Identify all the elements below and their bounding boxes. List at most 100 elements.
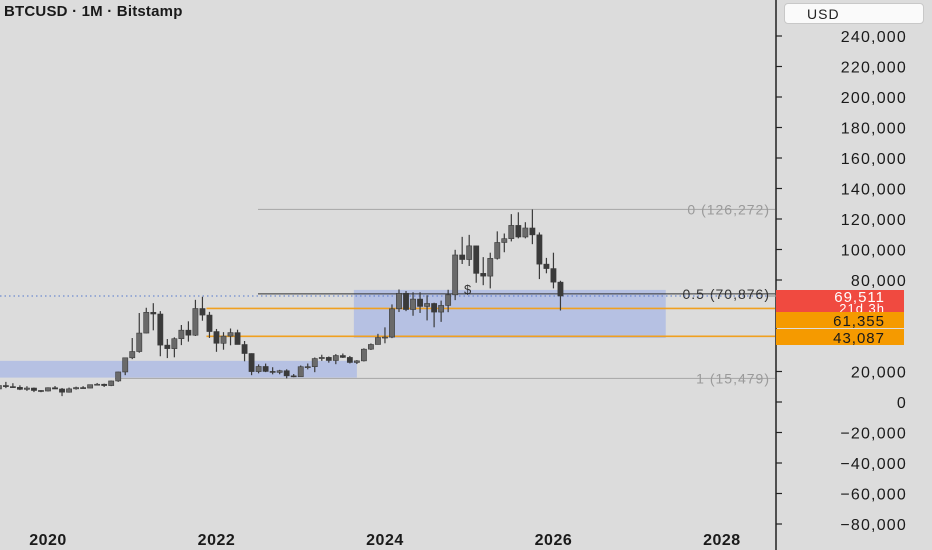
- candle[interactable]: [185, 321, 192, 342]
- candle[interactable]: [87, 384, 94, 389]
- candle[interactable]: [452, 249, 459, 301]
- candle[interactable]: [59, 387, 65, 397]
- candle[interactable]: [276, 369, 283, 375]
- candle[interactable]: [80, 386, 86, 389]
- candle-body: [185, 329, 192, 336]
- candle[interactable]: [94, 382, 101, 386]
- candle[interactable]: [178, 324, 185, 346]
- candle[interactable]: [2, 381, 9, 389]
- candle[interactable]: [136, 313, 143, 353]
- y-tick-label: 0: [897, 395, 907, 412]
- candle[interactable]: [424, 295, 430, 321]
- candle[interactable]: [248, 353, 255, 376]
- candle[interactable]: [213, 328, 220, 352]
- candle[interactable]: [543, 257, 550, 274]
- candle[interactable]: [220, 332, 227, 350]
- candle-body: [339, 355, 346, 358]
- candle-body: [80, 387, 86, 389]
- candle[interactable]: [473, 245, 480, 283]
- candle[interactable]: [66, 387, 72, 393]
- candle[interactable]: [269, 367, 276, 375]
- candle[interactable]: [297, 365, 304, 378]
- candle[interactable]: [325, 356, 332, 363]
- candle[interactable]: [234, 329, 241, 345]
- candle[interactable]: [360, 348, 367, 362]
- currency-button[interactable]: USD: [784, 3, 924, 24]
- candle[interactable]: [515, 212, 522, 239]
- candle[interactable]: [368, 343, 374, 350]
- candle[interactable]: [164, 339, 171, 359]
- candle[interactable]: [199, 296, 206, 321]
- candle[interactable]: [332, 354, 339, 365]
- candle-body: [213, 331, 220, 344]
- candle[interactable]: [550, 252, 557, 289]
- candle[interactable]: [389, 304, 395, 339]
- candle[interactable]: [52, 385, 58, 390]
- candle[interactable]: [445, 289, 452, 313]
- candle[interactable]: [227, 328, 234, 346]
- candle[interactable]: [522, 222, 529, 239]
- candle[interactable]: [262, 363, 269, 373]
- level-tag[interactable]: 43,087: [776, 329, 904, 347]
- candle[interactable]: [45, 387, 51, 392]
- candle[interactable]: [129, 338, 136, 360]
- candle[interactable]: [346, 355, 353, 364]
- candle[interactable]: [0, 381, 2, 391]
- candle[interactable]: [311, 357, 318, 373]
- candle[interactable]: [150, 303, 157, 331]
- candle[interactable]: [241, 341, 248, 362]
- y-tick-label: 20,000: [851, 365, 907, 382]
- candle-body: [0, 385, 2, 390]
- candle[interactable]: [529, 209, 536, 245]
- candle[interactable]: [396, 289, 402, 313]
- candle[interactable]: [283, 369, 290, 379]
- candle[interactable]: [403, 290, 409, 312]
- candle[interactable]: [353, 360, 360, 365]
- candle[interactable]: [536, 232, 543, 280]
- candle[interactable]: [157, 311, 164, 357]
- candle[interactable]: [255, 364, 262, 374]
- candle[interactable]: [501, 233, 508, 253]
- candle[interactable]: [10, 383, 16, 388]
- candle[interactable]: [17, 385, 23, 391]
- candle[interactable]: [115, 371, 122, 382]
- candle[interactable]: [431, 302, 437, 328]
- candle[interactable]: [101, 383, 108, 387]
- candle[interactable]: [108, 380, 115, 387]
- candle[interactable]: [304, 363, 311, 370]
- candle-body: [178, 329, 185, 340]
- candle[interactable]: [487, 252, 494, 289]
- candle[interactable]: [339, 353, 346, 359]
- candle[interactable]: [290, 374, 297, 378]
- candle[interactable]: [192, 299, 199, 336]
- fib-label: 0.5 (70,876): [683, 286, 771, 302]
- candle[interactable]: [410, 292, 416, 316]
- candle[interactable]: [557, 280, 564, 311]
- candle[interactable]: [480, 257, 487, 286]
- candle[interactable]: [38, 390, 44, 393]
- candle[interactable]: [466, 234, 473, 266]
- level-tag[interactable]: 61,355: [776, 312, 904, 330]
- candle[interactable]: [508, 214, 515, 242]
- candle[interactable]: [73, 386, 79, 390]
- x-tick-label: 2024: [366, 532, 404, 549]
- candle-body: [108, 380, 115, 386]
- demand-zone[interactable]: [0, 360, 357, 378]
- candle[interactable]: [494, 231, 501, 260]
- candle[interactable]: [31, 387, 37, 393]
- candle[interactable]: [143, 307, 150, 334]
- candle[interactable]: [375, 333, 381, 345]
- candle[interactable]: [417, 292, 423, 313]
- candle[interactable]: [171, 337, 178, 358]
- candle[interactable]: [122, 357, 129, 376]
- y-tick-label: 100,000: [841, 243, 907, 260]
- candle[interactable]: [382, 327, 388, 344]
- candle-body: [10, 386, 16, 388]
- candle[interactable]: [318, 354, 325, 361]
- candle[interactable]: [438, 300, 445, 322]
- candle[interactable]: [24, 386, 30, 391]
- candle[interactable]: [459, 236, 466, 264]
- candle[interactable]: [206, 311, 213, 338]
